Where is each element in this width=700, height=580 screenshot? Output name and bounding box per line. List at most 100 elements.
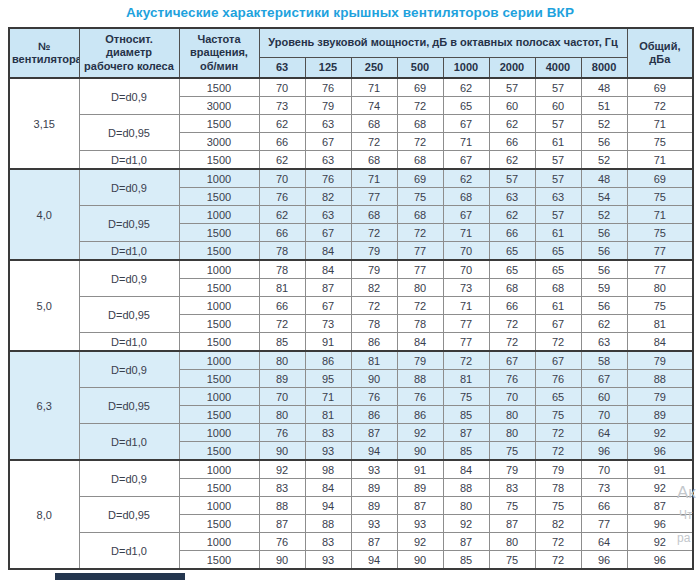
watermark-fragment: ра [677, 531, 690, 545]
level-cell: 78 [259, 242, 305, 261]
total-cell: 71 [627, 151, 693, 170]
level-cell: 69 [397, 78, 443, 97]
level-cell: 75 [489, 551, 535, 570]
level-cell: 85 [443, 406, 489, 424]
total-cell: 88 [627, 370, 693, 388]
level-cell: 87 [305, 279, 351, 297]
level-cell: 86 [305, 351, 351, 370]
level-cell: 65 [535, 388, 581, 406]
table-header: № вентилятора Относит. диаметр рабочего … [9, 28, 693, 78]
level-cell: 72 [535, 333, 581, 352]
header-diameter: Относит. диаметр рабочего колеса [79, 28, 179, 78]
level-cell: 96 [581, 551, 627, 570]
total-cell: 79 [627, 388, 693, 406]
diameter-cell: D=d0,95 [79, 388, 179, 424]
level-cell: 83 [259, 479, 305, 497]
level-cell: 61 [535, 133, 581, 151]
level-cell: 62 [489, 206, 535, 224]
fan-number-cell: 4,0 [9, 169, 79, 260]
rpm-cell: 1500 [179, 78, 259, 97]
level-cell: 94 [351, 442, 397, 461]
level-cell: 94 [351, 551, 397, 570]
rpm-cell: 1000 [179, 388, 259, 406]
rpm-cell: 1000 [179, 424, 259, 442]
level-cell: 82 [535, 515, 581, 533]
level-cell: 80 [443, 497, 489, 515]
level-cell: 64 [581, 424, 627, 442]
diameter-cell: D=d0,95 [79, 206, 179, 242]
total-cell: 92 [627, 424, 693, 442]
level-cell: 71 [443, 224, 489, 242]
level-cell: 63 [489, 188, 535, 206]
level-cell: 81 [259, 279, 305, 297]
fan-number-cell: 3,15 [9, 78, 79, 169]
level-cell: 80 [259, 351, 305, 370]
level-cell: 77 [581, 515, 627, 533]
total-cell: 77 [627, 260, 693, 279]
level-cell: 66 [489, 224, 535, 242]
rpm-cell: 1500 [179, 333, 259, 352]
header-freq-1000: 1000 [443, 58, 489, 79]
level-cell: 66 [259, 297, 305, 315]
level-cell: 71 [351, 78, 397, 97]
level-cell: 70 [489, 388, 535, 406]
level-cell: 72 [259, 315, 305, 333]
level-cell: 67 [305, 297, 351, 315]
level-cell: 67 [305, 133, 351, 151]
level-cell: 68 [397, 151, 443, 170]
level-cell: 80 [489, 424, 535, 442]
total-cell: 75 [627, 133, 693, 151]
level-cell: 68 [535, 279, 581, 297]
level-cell: 68 [351, 115, 397, 133]
level-cell: 56 [581, 297, 627, 315]
level-cell: 67 [443, 151, 489, 170]
level-cell: 58 [581, 351, 627, 370]
level-cell: 73 [305, 315, 351, 333]
level-cell: 93 [351, 460, 397, 479]
level-cell: 56 [581, 224, 627, 242]
level-cell: 72 [397, 97, 443, 115]
diameter-cell: D=d1,0 [79, 242, 179, 261]
level-cell: 89 [397, 479, 443, 497]
table-row: D=d0,951000626368686762575271 [9, 206, 693, 224]
level-cell: 52 [581, 151, 627, 170]
level-cell: 87 [489, 515, 535, 533]
level-cell: 79 [351, 242, 397, 261]
level-cell: 60 [489, 97, 535, 115]
level-cell: 96 [581, 442, 627, 461]
level-cell: 72 [535, 442, 581, 461]
level-cell: 76 [259, 424, 305, 442]
rpm-cell: 1500 [179, 551, 259, 570]
level-cell: 75 [535, 497, 581, 515]
level-cell: 77 [443, 315, 489, 333]
level-cell: 61 [535, 224, 581, 242]
rpm-cell: 1500 [179, 151, 259, 170]
level-cell: 57 [535, 169, 581, 188]
rpm-cell: 1500 [179, 442, 259, 461]
level-cell: 77 [397, 242, 443, 261]
table-row: 8,0D=d0,91000929893918479797091 [9, 460, 693, 479]
rpm-cell: 1500 [179, 406, 259, 424]
level-cell: 69 [397, 169, 443, 188]
level-cell: 65 [535, 242, 581, 261]
table-row: D=d1,01500626368686762575271 [9, 151, 693, 170]
table-row: D=d0,951500626368686762575271 [9, 115, 693, 133]
page-title: Акустические характеристики крышных вент… [0, 5, 700, 20]
level-cell: 72 [535, 551, 581, 570]
rpm-cell: 1000 [179, 460, 259, 479]
diameter-cell: D=d0,95 [79, 115, 179, 151]
rpm-cell: 1500 [179, 479, 259, 497]
level-cell: 78 [535, 479, 581, 497]
level-cell: 88 [443, 479, 489, 497]
level-cell: 63 [581, 333, 627, 352]
level-cell: 72 [535, 533, 581, 551]
level-cell: 72 [443, 351, 489, 370]
level-cell: 80 [397, 279, 443, 297]
level-cell: 71 [351, 169, 397, 188]
level-cell: 73 [443, 279, 489, 297]
table-row: D=d0,951000666772727166615675 [9, 297, 693, 315]
level-cell: 75 [535, 406, 581, 424]
level-cell: 73 [259, 97, 305, 115]
table-row: D=d1,01000768387928780726492 [9, 424, 693, 442]
level-cell: 68 [351, 206, 397, 224]
